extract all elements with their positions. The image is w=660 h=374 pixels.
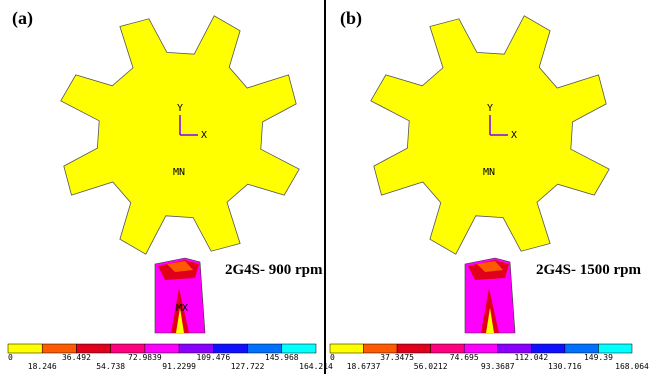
legend-swatch: [531, 344, 565, 353]
legend-label: 56.0212: [414, 362, 448, 371]
legend-label: 91.2299: [162, 362, 196, 371]
legend-swatch: [111, 344, 145, 353]
legend-label: 145.968: [265, 353, 299, 362]
caption: 2G4S- 900 rpm: [225, 262, 323, 278]
legend-label: 18.246: [28, 362, 57, 371]
legend-label: 36.492: [62, 353, 91, 362]
legend-swatch: [42, 344, 76, 353]
legend-swatch: [464, 344, 498, 353]
legend-swatch: [330, 344, 364, 353]
axis-x-label: X: [201, 130, 207, 141]
legend-swatch: [213, 344, 247, 353]
legend-label: 0: [8, 353, 13, 362]
legend-swatch: [76, 344, 110, 353]
legend-swatch: [397, 344, 431, 353]
min-label: MN: [173, 167, 185, 178]
legend-label: 112.042: [514, 353, 548, 362]
legend-swatch: [179, 344, 213, 353]
max-label: MX: [176, 303, 188, 314]
legend-label: 72.9839: [128, 353, 162, 362]
legend-swatch: [145, 344, 179, 353]
axis-x-label: X: [511, 130, 517, 141]
legend-label: 93.3687: [481, 362, 515, 371]
min-label: MN: [483, 167, 495, 178]
legend-swatch: [598, 344, 632, 353]
legend-label: 168.064: [615, 362, 649, 371]
panel-label: (a): [12, 8, 33, 29]
legend-swatch: [8, 344, 42, 353]
panel: (a) Y X MN MX 2G4S- 900 rpm 0 18.246 36.492 54.73…: [8, 8, 333, 371]
legend-swatch: [248, 344, 282, 353]
legend-label: 149.39: [584, 353, 613, 362]
caption: 2G4S- 1500 rpm: [536, 262, 642, 278]
legend-label: 109.476: [196, 353, 230, 362]
legend-swatch: [498, 344, 532, 353]
legend-label: 74.695: [450, 353, 479, 362]
panel: (b) Y X MN 2G4S- 1500 rpm 0 18.673737.347556.0…: [330, 8, 649, 371]
legend-label: 130.716: [548, 362, 582, 371]
axis-y-label: Y: [487, 103, 493, 114]
legend-swatch: [282, 344, 316, 353]
legend-label: 18.6737: [347, 362, 381, 371]
legend-label: 0: [330, 353, 335, 362]
legend-swatch: [565, 344, 599, 353]
legend-label: 54.738: [96, 362, 125, 371]
axis-y-label: Y: [177, 103, 183, 114]
legend-swatch: [364, 344, 398, 353]
panel-label: (b): [340, 8, 362, 29]
legend-label: 37.3475: [380, 353, 414, 362]
figure: (a) Y X MN MX 2G4S- 900 rpm 0 18.246 36.492 54.73…: [0, 0, 660, 374]
legend-label: 164.214: [299, 362, 333, 371]
legend-label: 127.722: [231, 362, 265, 371]
legend-swatch: [431, 344, 465, 353]
